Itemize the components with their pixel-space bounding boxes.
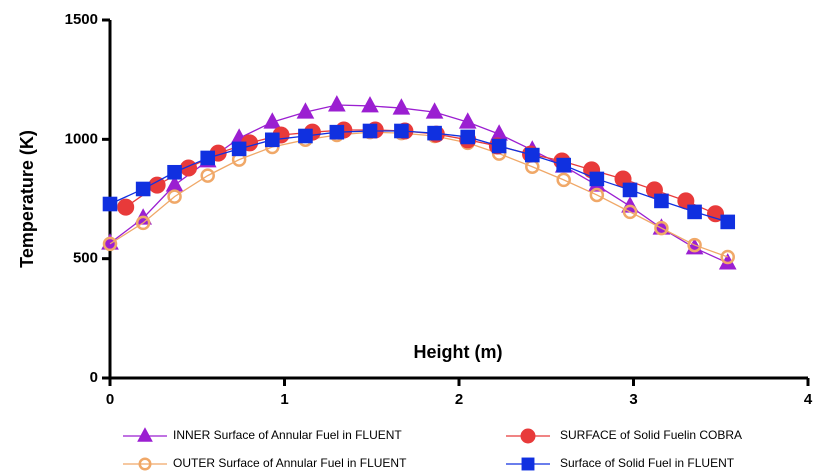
marker: [458, 112, 477, 129]
y-axis-label: Temperature (K): [17, 130, 37, 268]
marker: [427, 125, 442, 141]
y-tick-label: 1000: [65, 130, 98, 147]
marker: [589, 187, 605, 203]
marker: [167, 189, 182, 204]
marker: [394, 123, 409, 139]
x-tick-label: 2: [455, 391, 463, 408]
marker: [707, 205, 725, 223]
x-tick-label: 0: [106, 391, 114, 408]
marker: [137, 427, 153, 442]
legend-label: OUTER Surface of Annular Fuel in FLUENT: [173, 456, 407, 470]
marker: [102, 196, 118, 212]
marker: [135, 181, 151, 197]
marker: [720, 214, 736, 230]
marker: [102, 236, 118, 252]
marker: [329, 124, 345, 140]
marker: [135, 215, 151, 231]
marker: [117, 198, 135, 216]
marker: [392, 98, 411, 115]
x-tick-label: 3: [629, 391, 637, 408]
marker: [167, 164, 182, 180]
marker: [138, 457, 152, 471]
marker: [654, 220, 669, 236]
marker: [556, 157, 572, 173]
marker: [200, 150, 216, 166]
marker: [231, 141, 247, 157]
x-axis-label: Height (m): [414, 342, 503, 362]
marker: [556, 172, 571, 188]
marker: [328, 95, 346, 112]
marker: [654, 193, 669, 209]
marker: [264, 132, 280, 148]
marker: [460, 129, 476, 145]
marker: [263, 112, 282, 129]
marker: [589, 171, 605, 187]
marker: [687, 204, 702, 220]
marker: [296, 102, 315, 119]
marker: [687, 237, 702, 253]
x-tick-label: 1: [280, 391, 288, 408]
legend-label: INNER Surface of Annular Fuel in FLUENT: [173, 428, 402, 442]
marker: [361, 96, 379, 113]
y-tick-label: 0: [90, 369, 98, 386]
marker: [520, 428, 536, 444]
marker: [521, 457, 535, 471]
marker: [491, 138, 507, 154]
y-tick-label: 1500: [65, 11, 98, 28]
y-tick-label: 500: [73, 250, 98, 267]
marker: [524, 147, 540, 163]
marker: [720, 249, 735, 265]
marker: [200, 168, 215, 183]
legend-label: Surface of Solid Fuel in FLUENT: [560, 456, 735, 470]
legend-label: SURFACE of Solid Fuelin COBRA: [560, 428, 742, 442]
x-tick-label: 4: [804, 391, 813, 408]
marker: [425, 102, 444, 119]
marker: [362, 123, 378, 139]
marker: [622, 204, 638, 220]
marker: [298, 128, 313, 144]
marker: [622, 182, 638, 198]
